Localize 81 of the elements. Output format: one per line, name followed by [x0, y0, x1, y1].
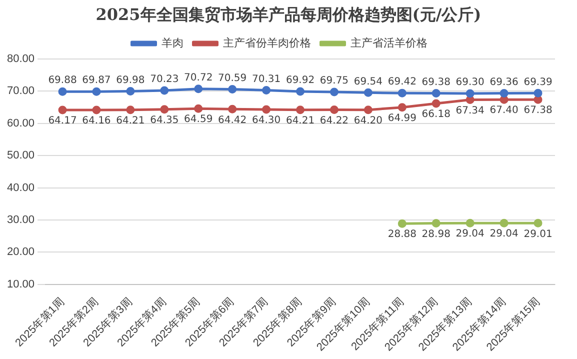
- data-label: 70.31: [252, 74, 281, 85]
- point: [262, 86, 271, 94]
- point: [194, 104, 203, 113]
- data-label: 64.22: [320, 115, 349, 126]
- point: [466, 96, 474, 104]
- data-label: 64.21: [286, 115, 315, 126]
- point: [160, 86, 169, 95]
- point: [466, 218, 474, 228]
- data-label: 64.16: [82, 116, 111, 127]
- data-label: 69.39: [524, 76, 552, 88]
- point: [330, 88, 338, 96]
- point: [296, 87, 305, 96]
- legend-label: 主产省活羊价格: [350, 36, 428, 50]
- data-label: 67.34: [456, 105, 484, 116]
- data-label: 69.38: [422, 76, 450, 88]
- data-label: 69.98: [116, 74, 145, 86]
- data-label: 64.42: [218, 114, 247, 126]
- point: [92, 106, 101, 114]
- data-label: 69.42: [388, 76, 416, 88]
- point: [364, 88, 372, 97]
- data-label: 69.87: [82, 75, 111, 86]
- point: [330, 106, 338, 114]
- point: [432, 99, 440, 108]
- data-label: 69.30: [456, 77, 484, 88]
- data-label: 64.99: [388, 112, 416, 124]
- point: [398, 219, 406, 228]
- point: [466, 89, 474, 98]
- data-label: 29.01: [524, 228, 552, 240]
- point: [500, 218, 508, 228]
- y-tick-label: 10.00: [6, 278, 35, 290]
- point: [228, 104, 237, 114]
- data-label: 64.35: [150, 114, 179, 126]
- point: [534, 95, 542, 104]
- data-label: 64.59: [184, 114, 213, 126]
- data-label: 69.88: [48, 75, 77, 86]
- data-label: 70.72: [184, 72, 213, 84]
- data-label: 70.23: [150, 74, 179, 86]
- point: [500, 89, 508, 98]
- data-label: 29.04: [490, 228, 518, 240]
- point: [58, 87, 67, 96]
- data-label: 69.36: [490, 76, 518, 88]
- point: [92, 87, 101, 96]
- point: [398, 88, 406, 98]
- data-label: 64.17: [48, 116, 77, 127]
- point: [126, 87, 135, 96]
- y-tick-label: 20.00: [6, 246, 35, 258]
- data-label: 69.54: [354, 76, 383, 88]
- point: [432, 88, 440, 98]
- data-label: 28.98: [422, 228, 450, 240]
- chart-title: 2025年全国集贸市场羊产品每周价格趋势图(元/公斤): [94, 4, 482, 26]
- y-tick-label: 50.00: [6, 150, 35, 162]
- y-tick-label: 60.00: [6, 117, 35, 130]
- point: [364, 106, 372, 114]
- legend-label: 主产省份羊肉价格: [222, 36, 311, 50]
- point: [398, 103, 406, 112]
- data-label: 69.75: [320, 76, 349, 87]
- point: [58, 106, 67, 114]
- data-label: 67.40: [490, 105, 518, 116]
- point: [194, 84, 203, 94]
- point: [126, 106, 135, 114]
- point: [228, 85, 237, 94]
- data-label: 64.21: [116, 115, 145, 126]
- point: [534, 88, 542, 98]
- data-label: 64.20: [354, 115, 383, 126]
- data-label: 69.92: [286, 75, 315, 86]
- data-label: 29.04: [456, 228, 484, 240]
- y-tick-label: 30.00: [6, 214, 35, 226]
- data-label: 28.88: [388, 229, 416, 240]
- y-tick-label: 40.00: [6, 182, 35, 194]
- data-label: 64.30: [252, 115, 281, 126]
- legend-label: 羊肉: [161, 38, 184, 50]
- y-tick-label: 70.00: [6, 85, 35, 98]
- y-tick-label: 80.00: [6, 53, 35, 66]
- point: [160, 105, 169, 114]
- point: [432, 219, 440, 228]
- point: [296, 106, 305, 114]
- data-label: 67.38: [524, 105, 552, 116]
- data-label: 70.59: [218, 72, 247, 84]
- data-label: 66.18: [422, 109, 450, 120]
- point: [262, 105, 271, 114]
- point: [534, 218, 542, 228]
